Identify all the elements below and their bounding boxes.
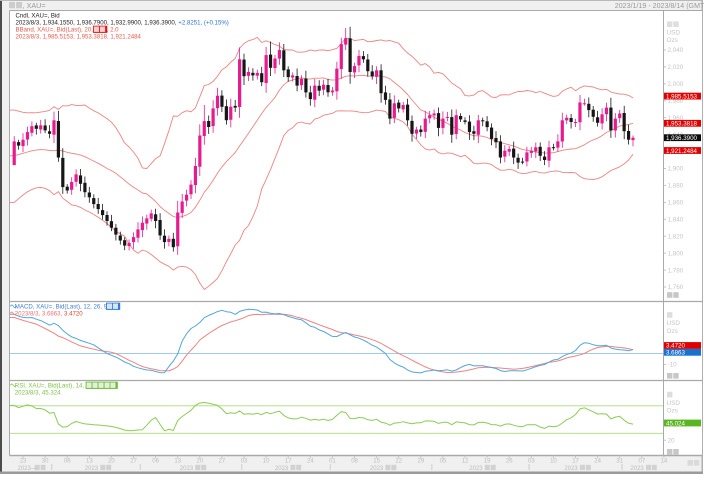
svg-text:BBand, XAU=, Bid(Last), 20,: BBand, XAU=, Bid(Last), 20, — [16, 27, 94, 34]
svg-text:10: 10 — [550, 459, 557, 465]
svg-text:03: 03 — [241, 459, 248, 465]
svg-text:15: 15 — [373, 459, 380, 465]
svg-text:3.6863: 3.6863 — [666, 349, 685, 356]
svg-text:USD: USD — [667, 29, 681, 36]
svg-text:29: 29 — [418, 459, 425, 465]
svg-text:2,040: 2,040 — [668, 47, 684, 54]
svg-text:27: 27 — [130, 459, 137, 465]
svg-text:05: 05 — [440, 459, 447, 465]
svg-text:2023/8/3, 3.6863,: 2023/8/3, 3.6863, — [15, 311, 63, 318]
svg-text:1,820: 1,820 — [668, 233, 684, 240]
svg-text:1,840: 1,840 — [668, 217, 684, 224]
svg-text:Ozs: Ozs — [667, 37, 678, 44]
svg-text:12: 12 — [462, 459, 469, 465]
svg-text:17: 17 — [285, 459, 292, 465]
svg-text:31: 31 — [616, 459, 623, 465]
svg-text:14: 14 — [661, 459, 668, 465]
svg-text:USD: USD — [667, 400, 681, 407]
svg-text:2,000: 2,000 — [668, 81, 684, 88]
svg-text:30: 30 — [42, 459, 49, 465]
svg-text:3.4720: 3.4720 — [666, 343, 685, 350]
svg-text:1,760: 1,760 — [668, 284, 684, 291]
svg-text:2023: 2023 — [564, 466, 578, 472]
svg-text:+2.8251, (+0.15%): +2.8251, (+0.15%) — [178, 20, 228, 27]
svg-text:06: 06 — [64, 459, 71, 465]
svg-text:03: 03 — [528, 459, 535, 465]
svg-text:20: 20 — [108, 459, 115, 465]
svg-text:06: 06 — [152, 459, 159, 465]
svg-text:1,960: 1,960 — [668, 115, 684, 122]
svg-text:23: 23 — [20, 459, 27, 465]
svg-text:RSI, XAU=, Bid(Last), 14,: RSI, XAU=, Bid(Last), 14, — [15, 383, 85, 390]
svg-text:2023: 2023 — [180, 466, 194, 472]
svg-text:2023/8/3, 1,934.1550, 1,936.79: 2023/8/3, 1,934.1550, 1,936.7900, 1,932.… — [16, 20, 177, 27]
svg-text:26: 26 — [506, 459, 513, 465]
svg-text:2023/8/3, 1,985.5153, 1,953.38: 2023/8/3, 1,985.5153, 1,953.3818, 1,921.… — [16, 34, 142, 41]
svg-text:2023: 2023 — [85, 466, 99, 472]
svg-text:2023: 2023 — [630, 466, 644, 472]
svg-text:13: 13 — [86, 459, 93, 465]
svg-text:20: 20 — [668, 437, 676, 444]
svg-text:24: 24 — [594, 459, 601, 465]
svg-text:1,936.3900: 1,936.3900 — [666, 135, 698, 142]
svg-text:1,880: 1,880 — [668, 183, 684, 190]
svg-text:1,780: 1,780 — [668, 267, 684, 274]
svg-text:1,800: 1,800 — [668, 250, 684, 257]
svg-text:19: 19 — [484, 459, 491, 465]
svg-text:, XAU=: , XAU= — [23, 1, 46, 10]
svg-text:MACD, XAU=, Bid(Last), 12, 26,: MACD, XAU=, Bid(Last), 12, 26, 9, — [15, 304, 109, 311]
svg-text:2023—: 2023— — [18, 466, 37, 472]
svg-text:2023/8/3, 45.324: 2023/8/3, 45.324 — [15, 390, 61, 397]
svg-text:27: 27 — [219, 459, 226, 465]
svg-text:1,953.3818: 1,953.3818 — [666, 121, 698, 128]
svg-text:-10: -10 — [668, 362, 678, 369]
svg-text:2023/1/19 - 2023/8/14 (GMT): 2023/1/19 - 2023/8/14 (GMT) — [615, 2, 704, 10]
svg-text:01: 01 — [329, 459, 336, 465]
svg-text:2,020: 2,020 — [668, 64, 684, 71]
svg-text:2023: 2023 — [370, 466, 384, 472]
svg-text:20: 20 — [197, 459, 204, 465]
svg-text:Cndl, XAU=, Bid: Cndl, XAU=, Bid — [16, 13, 60, 20]
svg-text:07: 07 — [639, 459, 646, 465]
svg-text:1,860: 1,860 — [668, 200, 684, 207]
svg-text:Ozs: Ozs — [667, 407, 678, 414]
svg-text:USD: USD — [667, 320, 681, 327]
svg-text:2023: 2023 — [469, 466, 483, 472]
svg-text:3.4720: 3.4720 — [64, 311, 83, 318]
svg-text:45.024: 45.024 — [666, 420, 685, 427]
svg-text:13: 13 — [174, 459, 181, 465]
svg-text:, 2.0: , 2.0 — [107, 27, 119, 34]
svg-text:08: 08 — [351, 459, 358, 465]
svg-text:17: 17 — [572, 459, 579, 465]
svg-text:1,980: 1,980 — [668, 98, 684, 105]
svg-text:1,921.2484: 1,921.2484 — [666, 148, 698, 155]
svg-text:10: 10 — [263, 459, 270, 465]
svg-text:2023: 2023 — [275, 466, 289, 472]
svg-text:22: 22 — [395, 459, 402, 465]
svg-text:1,900: 1,900 — [668, 166, 684, 173]
svg-text:1,985.5153: 1,985.5153 — [666, 93, 698, 100]
svg-text:24: 24 — [307, 459, 314, 465]
svg-text:Ozs: Ozs — [667, 328, 678, 335]
